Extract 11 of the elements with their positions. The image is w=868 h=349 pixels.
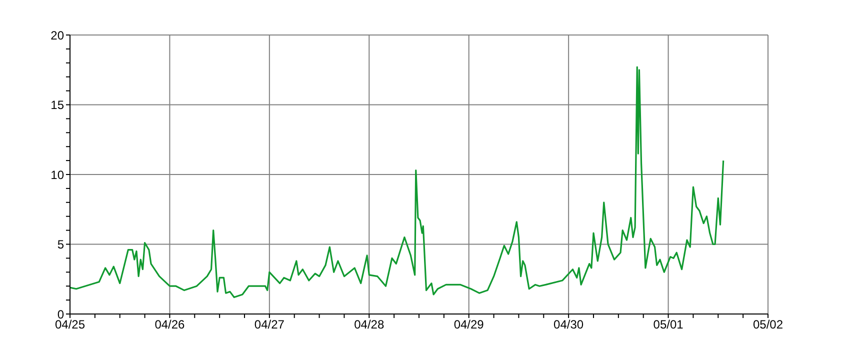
x-tick-label: 04/29 xyxy=(454,318,484,332)
x-tick-label: 05/02 xyxy=(752,318,784,332)
y-tick-label: 20 xyxy=(50,28,64,42)
y-tick-label: 10 xyxy=(50,168,64,182)
x-tick-label: 04/30 xyxy=(554,318,584,332)
y-tick-label: 15 xyxy=(50,98,64,112)
y-tick-label: 5 xyxy=(57,238,64,252)
x-tick-label: 04/26 xyxy=(154,318,186,332)
x-tick-label: 05/01 xyxy=(653,318,684,332)
x-tick-label: 04/28 xyxy=(354,318,384,332)
x-tick-label: 04/27 xyxy=(254,318,285,332)
